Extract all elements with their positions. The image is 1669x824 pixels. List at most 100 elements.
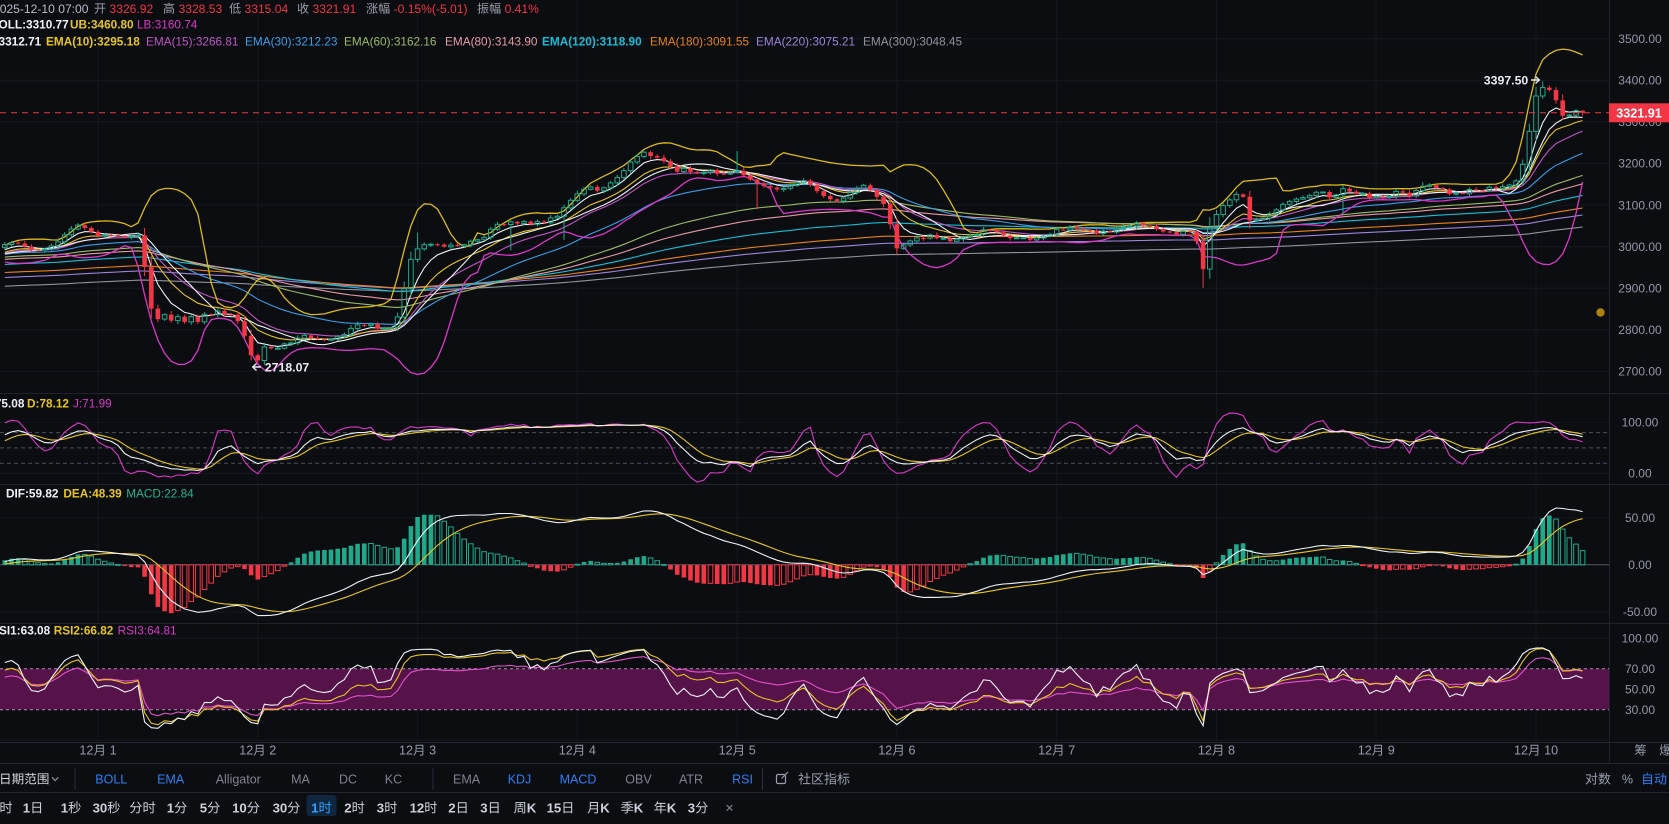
svg-text:RSI2:66.82: RSI2:66.82	[54, 624, 114, 638]
svg-text:3: 3	[688, 800, 695, 815]
svg-text:RSI1:63.08: RSI1:63.08	[0, 624, 51, 638]
svg-text:K: K	[667, 800, 677, 815]
svg-text:EMA: EMA	[453, 772, 481, 786]
svg-text:Alligator: Alligator	[216, 772, 261, 786]
svg-text:BOLL: BOLL	[95, 772, 127, 786]
svg-text:D:78.12: D:78.12	[27, 397, 69, 411]
svg-text:2: 2	[269, 744, 276, 758]
svg-text:50.00: 50.00	[1625, 683, 1655, 697]
svg-text:MA: MA	[291, 772, 310, 786]
svg-text:50.00: 50.00	[1625, 511, 1655, 525]
svg-text:6: 6	[909, 744, 916, 758]
svg-text:1: 1	[61, 800, 68, 815]
svg-text:9: 9	[1388, 744, 1395, 758]
svg-text:MACD: MACD	[560, 772, 597, 786]
svg-text:10: 10	[1544, 744, 1558, 758]
svg-text:EMA(5):3312.71: EMA(5):3312.71	[0, 35, 42, 49]
svg-text:12: 12	[1198, 744, 1212, 758]
svg-text:EMA(30):3212.23: EMA(30):3212.23	[245, 35, 338, 49]
svg-text:%: %	[1622, 772, 1633, 786]
svg-text:1: 1	[167, 800, 174, 815]
svg-text:12: 12	[79, 744, 93, 758]
svg-text:EMA(180):3091.55: EMA(180):3091.55	[650, 35, 749, 49]
svg-text:5: 5	[749, 744, 756, 758]
svg-text:3200.00: 3200.00	[1618, 157, 1662, 171]
svg-text:3: 3	[377, 800, 384, 815]
svg-text:70.00: 70.00	[1625, 662, 1655, 676]
svg-text:ATR: ATR	[679, 772, 703, 786]
svg-text:0.41%: 0.41%	[505, 2, 540, 16]
svg-text:J:71.99: J:71.99	[73, 397, 112, 411]
svg-text:15: 15	[547, 800, 562, 815]
svg-text:3326.92: 3326.92	[110, 2, 154, 16]
svg-text:KDJ: KDJ	[508, 772, 532, 786]
svg-text:DIF:59.82: DIF:59.82	[6, 487, 59, 501]
svg-text:LB:3160.74: LB:3160.74	[137, 18, 198, 32]
svg-text:2025-12-10 07:00: 2025-12-10 07:00	[0, 2, 89, 16]
svg-text:DC: DC	[339, 772, 357, 786]
svg-text:12: 12	[559, 744, 573, 758]
svg-text:3: 3	[480, 800, 487, 815]
svg-text:RSI: RSI	[732, 772, 753, 786]
svg-text:2700.00: 2700.00	[1618, 365, 1662, 379]
svg-text:2: 2	[344, 800, 351, 815]
svg-text:30.00: 30.00	[1625, 703, 1655, 717]
svg-text:2: 2	[448, 800, 455, 815]
svg-text:30: 30	[273, 800, 288, 815]
svg-text:OBV: OBV	[625, 772, 652, 786]
svg-text:EMA(300):3048.45: EMA(300):3048.45	[863, 35, 962, 49]
svg-text:3000.00: 3000.00	[1618, 240, 1662, 254]
svg-text:12: 12	[239, 744, 253, 758]
svg-text:-50.00: -50.00	[1623, 605, 1657, 619]
svg-text:12: 12	[878, 744, 892, 758]
svg-text:1: 1	[110, 744, 117, 758]
svg-text:100.00: 100.00	[1622, 416, 1659, 430]
svg-text:MACD:22.84: MACD:22.84	[126, 487, 194, 501]
svg-text:0.00: 0.00	[1628, 467, 1652, 481]
svg-text:EMA(15):3266.81: EMA(15):3266.81	[146, 35, 238, 49]
svg-text:2800.00: 2800.00	[1618, 323, 1662, 337]
svg-text:1: 1	[23, 800, 30, 815]
svg-text:RSI3:64.81: RSI3:64.81	[118, 624, 177, 638]
svg-text:8: 8	[1228, 744, 1235, 758]
svg-text:5: 5	[200, 800, 207, 815]
svg-text:EMA(120):3118.90: EMA(120):3118.90	[542, 35, 642, 49]
svg-text:K: K	[634, 800, 644, 815]
svg-text:100.00: 100.00	[1622, 631, 1659, 645]
svg-text:10: 10	[232, 800, 247, 815]
svg-text:K: K	[600, 800, 610, 815]
svg-text:1: 1	[311, 800, 318, 815]
svg-text:EMA(60):3162.16: EMA(60):3162.16	[344, 35, 437, 49]
svg-text:2718.07: 2718.07	[265, 360, 310, 374]
svg-text:K:75.08: K:75.08	[0, 397, 25, 411]
svg-text:3321.91: 3321.91	[1616, 106, 1662, 120]
svg-text:K: K	[527, 800, 537, 815]
svg-text:4: 4	[589, 744, 596, 758]
svg-text:3397.50: 3397.50	[1484, 73, 1529, 87]
svg-text:EMA: EMA	[157, 772, 185, 786]
svg-text:0.00: 0.00	[1628, 558, 1652, 572]
svg-text:3100.00: 3100.00	[1618, 198, 1662, 212]
svg-text:-0.15%(-5.01): -0.15%(-5.01)	[394, 2, 468, 16]
svg-text:×: ×	[725, 799, 733, 815]
svg-text:BOLL:3310.77: BOLL:3310.77	[0, 18, 69, 32]
svg-text:3400.00: 3400.00	[1618, 74, 1662, 88]
svg-text:KC: KC	[385, 772, 402, 786]
svg-text:EMA(80):3143.90: EMA(80):3143.90	[445, 35, 538, 49]
svg-text:3328.53: 3328.53	[179, 2, 223, 16]
svg-text:3315.04: 3315.04	[245, 2, 289, 16]
svg-text:DEA:48.39: DEA:48.39	[63, 487, 122, 501]
svg-text:12: 12	[1038, 744, 1052, 758]
svg-text:12: 12	[399, 744, 413, 758]
svg-text:7: 7	[1068, 744, 1075, 758]
svg-text:2900.00: 2900.00	[1618, 281, 1662, 295]
svg-text:30: 30	[93, 800, 108, 815]
svg-text:EMA(220):3075.21: EMA(220):3075.21	[756, 35, 855, 49]
svg-text:12: 12	[719, 744, 733, 758]
svg-text:3: 3	[429, 744, 436, 758]
svg-text:UB:3460.80: UB:3460.80	[70, 18, 134, 32]
svg-text:EMA(10):3295.18: EMA(10):3295.18	[46, 35, 140, 49]
svg-text:12: 12	[1358, 744, 1372, 758]
svg-text:3500.00: 3500.00	[1618, 32, 1662, 46]
svg-text:12: 12	[1514, 744, 1528, 758]
